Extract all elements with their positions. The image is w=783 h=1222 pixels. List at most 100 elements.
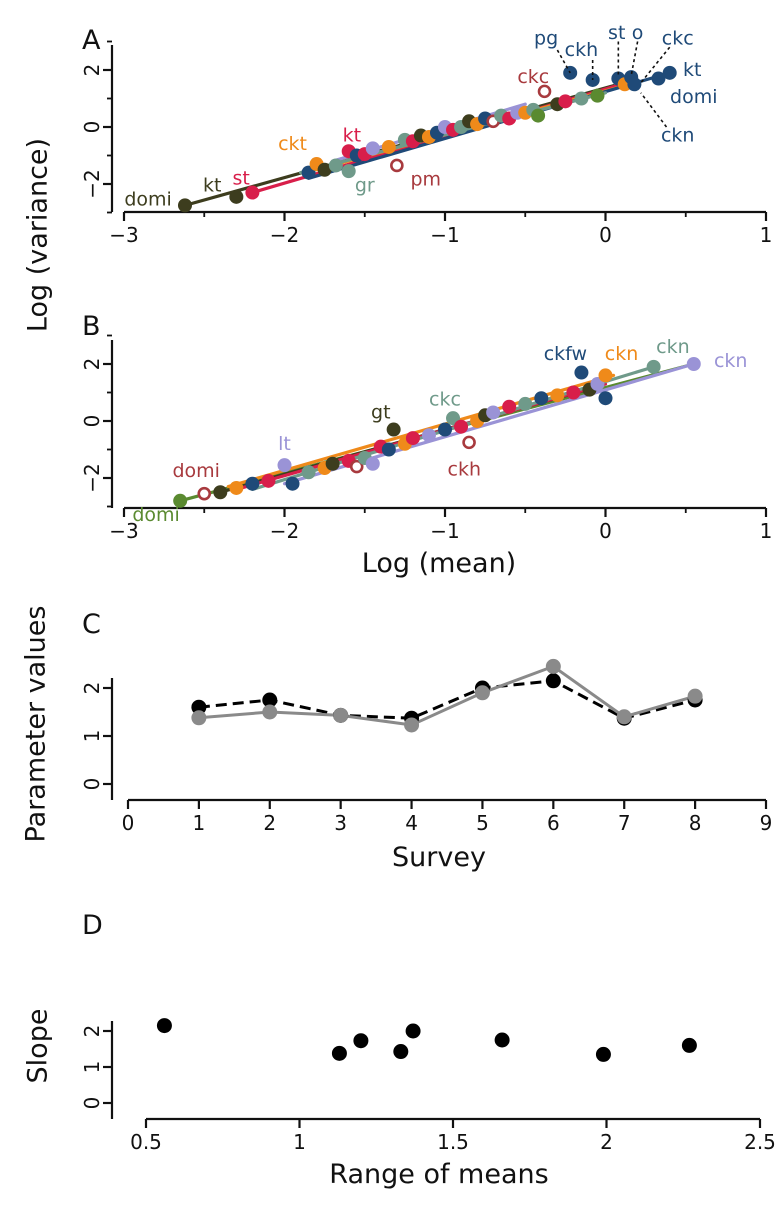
data-point-open <box>537 84 552 99</box>
x-tick-label: 0 <box>599 223 612 247</box>
data-point <box>277 458 292 473</box>
x-tick-label: 4 <box>405 811 418 835</box>
y-tick-label: 0 <box>80 1097 104 1110</box>
data-point <box>534 391 549 406</box>
x-tick-label: 6 <box>547 811 560 835</box>
data-point <box>681 1037 697 1053</box>
data-point <box>518 396 533 411</box>
y-tick-label: 1 <box>80 1061 104 1074</box>
x-axis-title: Range of means <box>329 1159 548 1190</box>
series-point-gray <box>262 704 278 720</box>
point-annotation: ckn <box>656 336 690 358</box>
data-point <box>331 1045 347 1061</box>
annotation-leader <box>556 49 571 74</box>
y-tick-label: 0 <box>80 415 104 428</box>
data-point <box>353 1033 369 1049</box>
series-point-gray <box>545 658 561 674</box>
x-tick-label: 1 <box>193 811 206 835</box>
data-point <box>502 399 517 414</box>
data-point <box>261 473 276 488</box>
regression-line-orange <box>226 373 616 489</box>
panel-letter-d: D <box>82 910 103 941</box>
data-point <box>662 65 677 80</box>
series-point-gray <box>616 709 632 725</box>
data-point <box>365 141 380 156</box>
data-point <box>438 422 452 437</box>
x-tick-label: 0.5 <box>130 1130 162 1154</box>
point-annotation: ckfw <box>544 343 587 365</box>
point-annotation: kt <box>343 125 361 147</box>
point-annotation: ckn <box>605 343 639 365</box>
x-tick-label: −1 <box>430 223 459 247</box>
data-point <box>393 1044 409 1060</box>
data-point-open <box>349 459 364 474</box>
point-annotation: ckh <box>448 458 482 480</box>
data-point <box>566 385 581 400</box>
data-point-open <box>197 486 212 501</box>
series-point-gray <box>191 710 207 726</box>
x-tick-label: 2 <box>263 811 276 835</box>
data-point <box>531 108 546 123</box>
data-point <box>405 431 420 446</box>
x-tick-label: 1 <box>293 1130 306 1154</box>
data-point <box>494 1032 510 1048</box>
x-tick-label: 2.5 <box>744 1130 776 1154</box>
series-line-gray <box>198 664 696 727</box>
data-point <box>550 388 565 403</box>
data-point <box>686 357 701 371</box>
data-point <box>317 162 332 177</box>
point-annotation: pm <box>410 169 441 191</box>
point-annotation: kt <box>203 174 221 196</box>
panel-letter-b: B <box>82 311 101 342</box>
data-point <box>598 391 613 406</box>
data-point <box>341 164 356 179</box>
x-tick-label: −2 <box>270 223 299 247</box>
series-line-black <box>198 679 696 720</box>
x-tick-label: 9 <box>760 811 773 835</box>
x-tick-label: 5 <box>476 811 489 835</box>
point-annotation: st <box>608 22 625 44</box>
data-point <box>381 139 396 154</box>
point-annotation: st <box>232 167 249 189</box>
x-tick-label: −2 <box>270 519 299 543</box>
point-annotation: domi <box>124 189 171 211</box>
y-tick-label: 0 <box>80 778 104 791</box>
point-annotation: ckc <box>662 28 694 50</box>
y-tick-label: 0 <box>80 121 104 134</box>
x-tick-label: 1.5 <box>437 1130 469 1154</box>
point-annotation: ckn <box>714 350 748 372</box>
data-point <box>177 198 192 213</box>
y-tick-label: −2 <box>80 169 104 198</box>
panel-letter-a: A <box>82 25 101 56</box>
series-point-gray <box>404 717 420 733</box>
data-point <box>365 456 380 471</box>
x-tick-label: 7 <box>618 811 631 835</box>
data-point-open <box>462 435 476 450</box>
series-point-black <box>191 699 207 715</box>
data-point <box>405 1023 421 1039</box>
data-point <box>245 476 260 491</box>
data-point <box>486 405 501 420</box>
data-point <box>156 1018 172 1034</box>
data-point <box>598 368 613 383</box>
data-point <box>558 94 573 109</box>
data-point <box>285 476 300 491</box>
point-annotation: gr <box>355 174 375 196</box>
y-tick-label: 2 <box>80 1025 104 1038</box>
point-annotation: ckc <box>429 389 461 411</box>
y-axis-title-c: Parameter values <box>21 606 52 843</box>
point-annotation: kt <box>683 59 701 81</box>
point-annotation: ckt <box>278 133 307 155</box>
data-point <box>574 365 589 380</box>
point-annotation: domi <box>670 86 717 108</box>
data-point <box>627 77 642 92</box>
data-point <box>229 480 244 495</box>
x-tick-label: −3 <box>109 519 138 543</box>
data-point <box>381 442 396 457</box>
data-point <box>574 91 589 106</box>
data-point <box>646 359 661 374</box>
data-point <box>245 185 260 200</box>
point-annotation: ckn <box>661 125 695 147</box>
